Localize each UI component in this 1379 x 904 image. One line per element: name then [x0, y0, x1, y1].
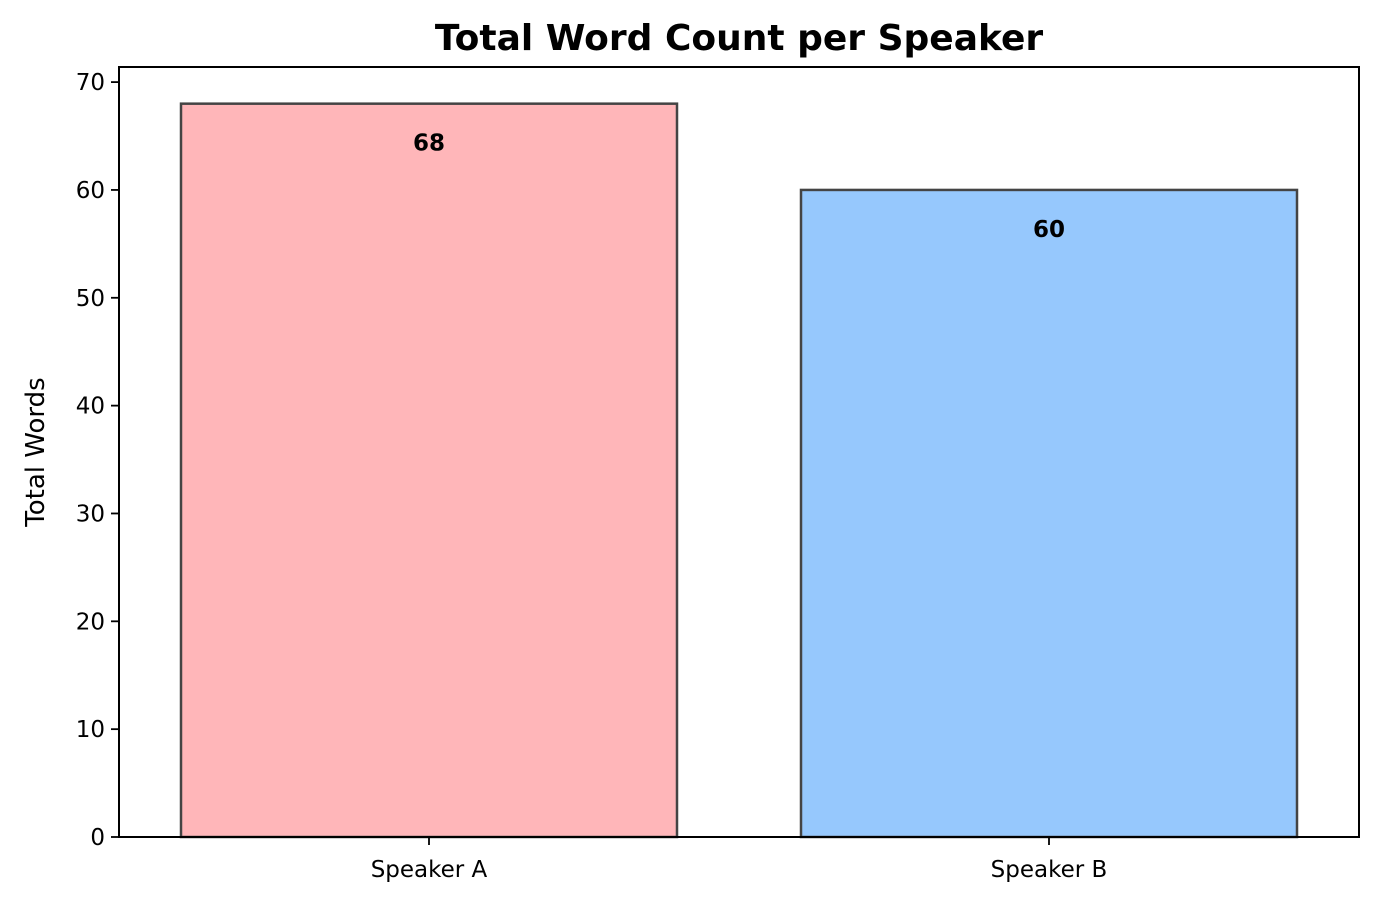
- y-tick-label: 40: [76, 394, 105, 420]
- x-axis: Speaker A Speaker B: [371, 837, 1108, 883]
- y-tick-label: 70: [76, 70, 105, 96]
- plot-frame: [118, 66, 1360, 838]
- data-label: 68: [413, 131, 445, 157]
- x-tick-label: Speaker B: [991, 857, 1108, 883]
- y-tick-label: 50: [76, 286, 105, 312]
- y-axis-label: Total Words: [21, 377, 51, 527]
- x-tick-label: Speaker A: [371, 857, 488, 883]
- chart-title: Total Word Count per Speaker: [435, 18, 1044, 59]
- y-tick-label: 20: [76, 609, 105, 635]
- bar-speaker-b: [799, 188, 1299, 839]
- y-tick-label: 30: [76, 501, 105, 527]
- data-label: 60: [1033, 217, 1065, 243]
- bars-group: [179, 102, 1299, 839]
- bar-speaker-a: [179, 102, 679, 839]
- data-labels-group: 68 60: [413, 131, 1065, 243]
- y-tick-label: 60: [76, 178, 105, 204]
- y-tick-label: 10: [76, 717, 105, 743]
- y-axis: 0 10 20 30 40 50 60 70: [76, 70, 119, 851]
- y-tick-label: 0: [90, 825, 105, 851]
